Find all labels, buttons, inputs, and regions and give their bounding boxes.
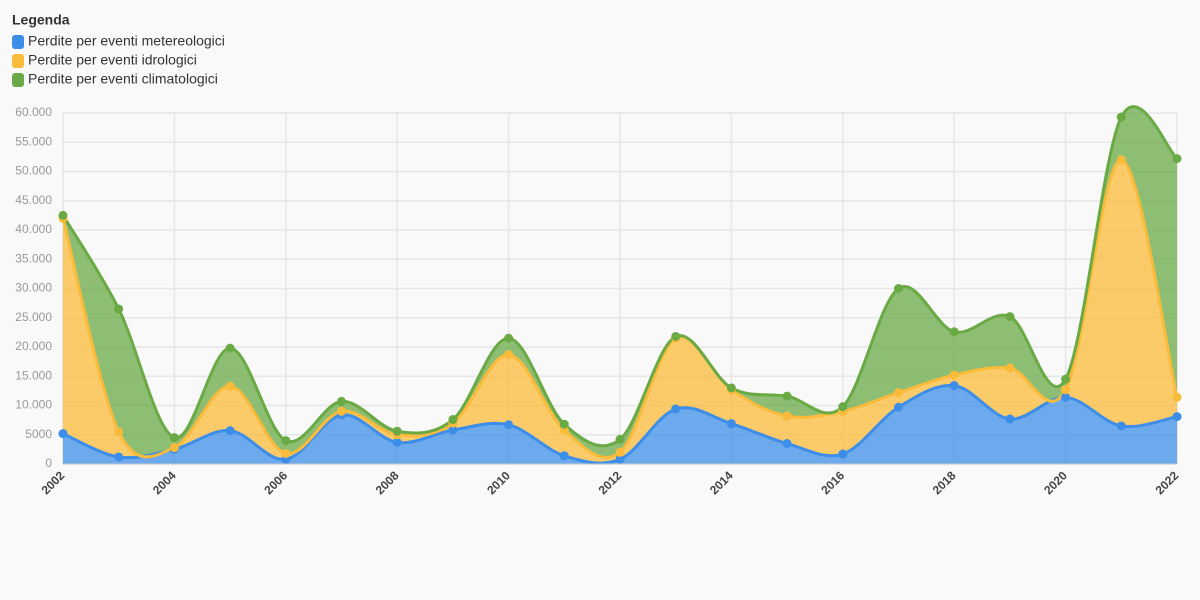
point <box>949 327 959 337</box>
y-tick-label: 30.000 <box>15 281 52 295</box>
point <box>838 449 848 459</box>
point <box>1172 412 1182 422</box>
point <box>1005 363 1015 373</box>
point <box>392 426 402 436</box>
point <box>1061 385 1071 395</box>
point <box>58 210 68 220</box>
point <box>58 429 68 439</box>
point <box>894 402 903 412</box>
y-tick-label: 50.000 <box>15 164 52 178</box>
legend-label: Perdite per eventi climatologici <box>28 71 218 87</box>
y-tick-label: 0 <box>45 456 52 470</box>
point <box>337 406 346 416</box>
y-tick-label: 35.000 <box>15 251 52 265</box>
y-tick-label: 15.000 <box>15 368 52 382</box>
point <box>838 402 848 412</box>
point <box>281 448 291 458</box>
point <box>169 443 179 453</box>
y-tick-label: 55.000 <box>15 134 52 148</box>
y-tick-label: 5000 <box>25 427 52 441</box>
point <box>559 419 569 429</box>
point <box>169 433 179 443</box>
y-tick-label: 60.000 <box>15 105 52 119</box>
point <box>1116 421 1126 431</box>
point <box>114 427 124 437</box>
point <box>448 415 458 425</box>
point <box>1116 112 1126 122</box>
point <box>448 425 458 435</box>
point <box>1005 414 1015 424</box>
point <box>114 452 124 462</box>
y-tick-label: 20.000 <box>15 339 52 353</box>
point <box>615 447 625 457</box>
area <box>63 385 1177 464</box>
y-tick-label: 25.000 <box>15 310 52 324</box>
legend-label: Perdite per eventi metereologici <box>28 33 225 49</box>
point <box>894 284 903 293</box>
point <box>615 454 625 464</box>
point <box>1172 154 1182 164</box>
point <box>949 381 959 391</box>
legend-swatch <box>12 73 24 87</box>
legend-swatch <box>12 35 24 49</box>
legend-title: Legenda <box>12 12 70 28</box>
point <box>392 437 402 447</box>
point <box>726 419 736 429</box>
point <box>1061 392 1071 402</box>
point <box>671 404 681 414</box>
point <box>225 426 235 436</box>
point <box>504 420 514 430</box>
area <box>63 106 1177 458</box>
point <box>225 343 235 353</box>
point <box>894 388 903 398</box>
point <box>1172 392 1182 402</box>
y-tick-label: 45.000 <box>15 193 52 207</box>
point <box>281 436 291 446</box>
point <box>114 304 124 314</box>
point <box>504 350 514 360</box>
point <box>504 333 514 343</box>
y-tick-label: 40.000 <box>15 222 52 236</box>
point <box>1116 155 1126 165</box>
point <box>726 383 736 393</box>
point <box>782 391 792 401</box>
legend-label: Perdite per eventi idrologici <box>28 52 197 68</box>
point <box>559 451 569 461</box>
point <box>782 439 792 449</box>
point <box>671 331 681 341</box>
point <box>225 381 235 391</box>
y-tick-label: 10.000 <box>15 398 52 412</box>
point <box>1005 312 1015 322</box>
point <box>782 411 792 421</box>
point <box>1061 374 1071 384</box>
point <box>337 396 346 406</box>
point <box>949 370 959 380</box>
point <box>615 434 625 444</box>
legend-swatch <box>12 54 24 68</box>
